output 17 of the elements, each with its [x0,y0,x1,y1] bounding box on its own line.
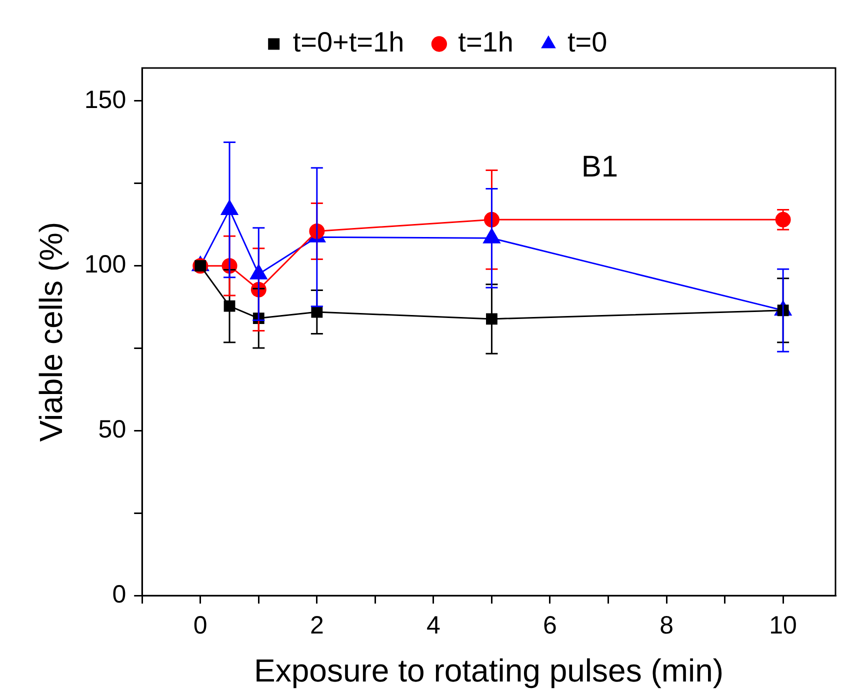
y-axis-title: Viable cells (%) [33,222,70,442]
x-tick-label: 2 [310,611,324,640]
x-tick-label: 4 [426,611,440,640]
legend-label: t=1h [458,26,514,58]
legend-label: t=0+t=1h [292,26,404,58]
x-tick-label: 0 [193,611,208,640]
y-tick-label: 50 [98,416,126,444]
point [486,313,498,325]
y-tick-label: 150 [84,86,126,114]
y-tick-label: 0 [112,580,126,608]
annotation: B1 [581,150,618,184]
y-tick-label: 100 [84,250,126,279]
legend-label: t=0 [567,26,608,58]
x-tick-label: 6 [543,611,557,640]
x-tick-label: 10 [769,611,797,640]
x-tick-label: 8 [660,611,674,640]
x-axis-title: Exposure to rotating pulses (min) [254,652,724,689]
